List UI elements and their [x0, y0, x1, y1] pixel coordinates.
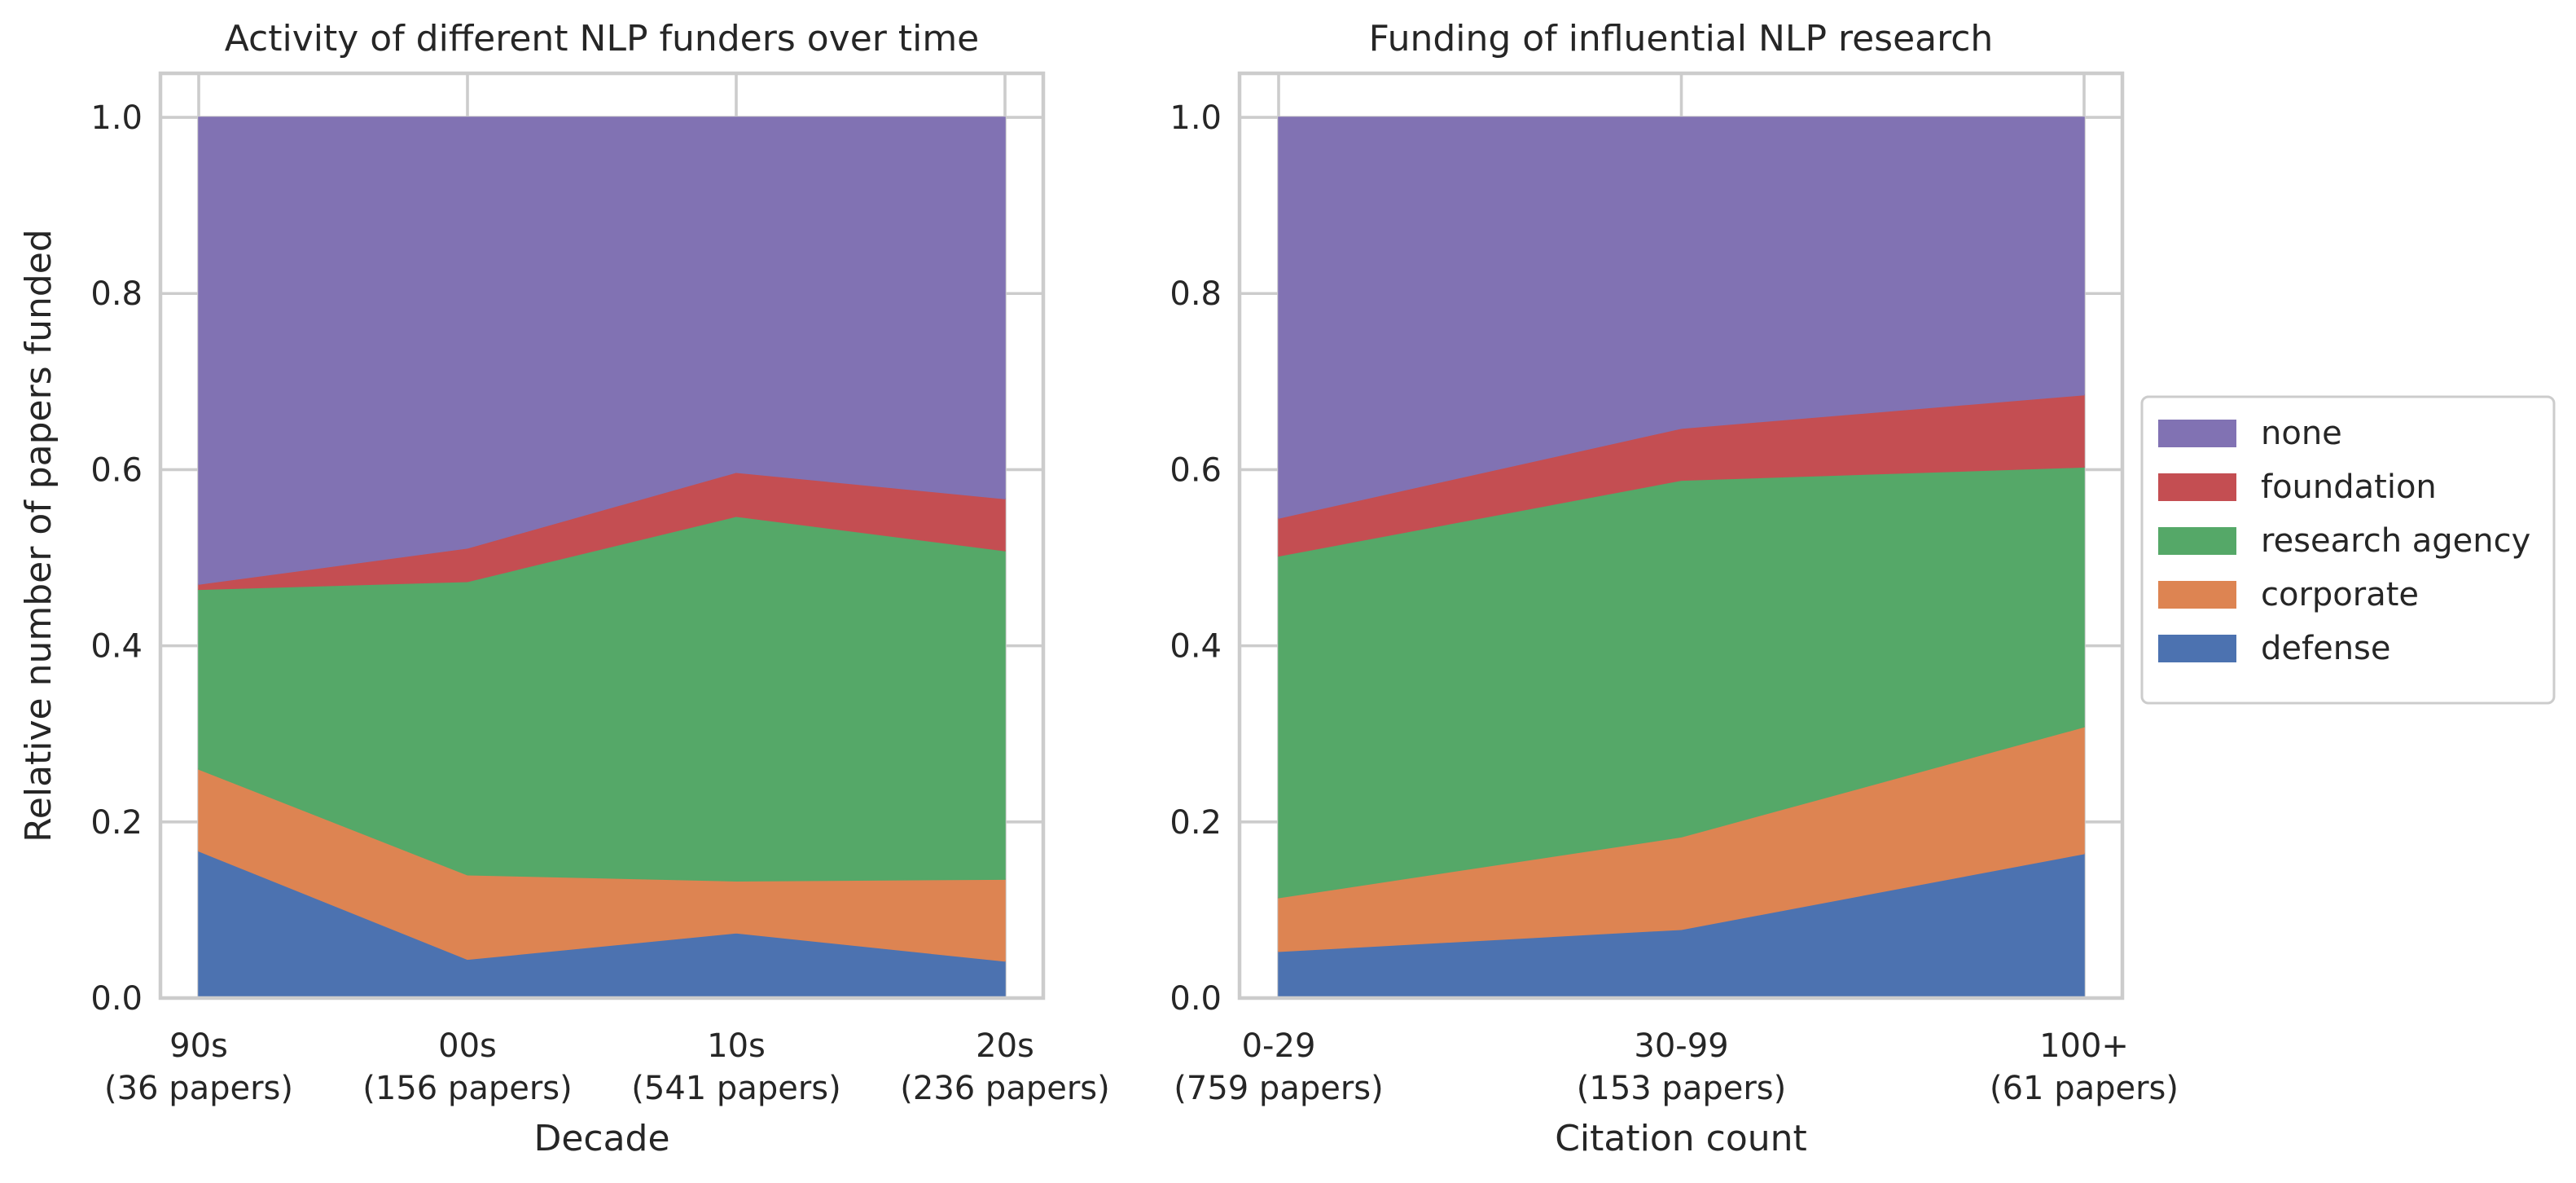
legend-label-defense: defense: [2261, 630, 2391, 667]
y-tick-label: 0.6: [90, 451, 143, 489]
legend-swatch-foundation: [2158, 473, 2236, 501]
x-tick-label: 00s (156 papers): [362, 1027, 572, 1107]
legend-label-corporate: corporate: [2261, 576, 2419, 613]
x-tick-label: 100+ (61 papers): [1990, 1027, 2179, 1107]
chart-title: Activity of different NLP funders over t…: [225, 18, 980, 59]
x-tick-label: 10s (541 papers): [631, 1027, 840, 1107]
y-tick-label: 1.0: [1170, 99, 1222, 137]
y-tick-label: 0.8: [1170, 275, 1222, 313]
x-tick-label: 30-99 (153 papers): [1577, 1027, 1786, 1107]
y-tick-label: 0.6: [1170, 451, 1222, 489]
funders-over-time-panel: 0.0 0.2 0.4 0.6 0.8 1.0 90s (36 papers) 00s (156 …: [18, 18, 1110, 1159]
area-none: [1278, 117, 2085, 519]
y-tick-label: 0.4: [90, 628, 143, 666]
x-tick-label: 90s (36 papers): [104, 1027, 293, 1107]
influential-research-panel: 0.0 0.2 0.4 0.6 0.8 1.0 0-29 (759 papers) 30-99(…: [1170, 18, 2179, 1159]
legend-swatch-defense: [2158, 635, 2236, 662]
x-axis-label: Citation count: [1555, 1118, 1807, 1159]
chart-title: Funding of influential NLP research: [1369, 18, 1994, 59]
x-axis-label: Decade: [533, 1118, 669, 1159]
stacked-areas: [198, 117, 1006, 999]
legend-label-research-agency: research agency: [2261, 522, 2530, 560]
y-axis-label: Relative number of papers funded: [18, 229, 59, 842]
y-tick-label: 0.8: [90, 275, 143, 313]
x-tick-label: 0-29 (759 papers): [1174, 1027, 1383, 1107]
y-tick-label: 0.2: [1170, 804, 1222, 842]
legend-swatch-none: [2158, 420, 2236, 447]
y-tick-label: 1.0: [90, 99, 143, 137]
legend-swatch-corporate: [2158, 581, 2236, 609]
legend-label-foundation: foundation: [2261, 468, 2437, 506]
x-tick-label: 20s (236 papers): [900, 1027, 1109, 1107]
y-tick-label: 0.4: [1170, 628, 1222, 666]
y-tick-label: 0.0: [90, 980, 143, 1018]
legend-swatch-research-agency: [2158, 527, 2236, 555]
legend-box: [2140, 395, 2556, 705]
y-tick-label: 0.0: [1170, 980, 1222, 1018]
plot-frame: [158, 71, 1046, 1000]
area-none: [198, 117, 1006, 585]
legend: none foundation research agency corporate de…: [2140, 395, 2556, 705]
legend-label-none: none: [2261, 415, 2342, 452]
y-tick-label: 0.2: [90, 804, 143, 842]
stacked-areas: [1278, 117, 2085, 999]
plot-frame: [1237, 71, 2125, 1000]
